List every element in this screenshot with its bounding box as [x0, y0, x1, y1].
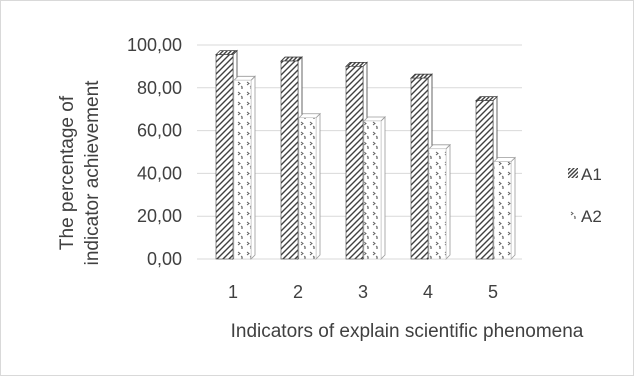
bar-a2-3	[363, 116, 386, 260]
bar-a2-4	[428, 143, 451, 260]
bar-top	[493, 157, 516, 163]
bar-front	[363, 120, 382, 260]
legend-label-a1: A1	[581, 165, 602, 184]
y-tick-label: 20,00	[137, 206, 182, 226]
x-tick-label: 4	[423, 282, 433, 302]
bar-top	[428, 144, 451, 150]
bar-top	[215, 50, 238, 56]
tick-labels: 0,00 20,00 40,00 60,00 80,00 100,00 1 2 3 4 5	[127, 35, 498, 302]
bar-side	[315, 112, 321, 260]
bar-front	[410, 77, 429, 260]
bar-side	[250, 75, 256, 260]
bar-top	[475, 96, 498, 102]
bar-side	[380, 116, 386, 260]
x-tick-label: 5	[488, 282, 498, 302]
bar-top	[345, 62, 368, 67]
legend-item-a1: A1	[568, 165, 602, 184]
bar-top	[298, 113, 321, 119]
bars	[215, 49, 516, 260]
bar-front	[215, 54, 234, 260]
bar-top	[410, 73, 433, 79]
bar-top	[233, 75, 256, 81]
x-tick-label: 1	[228, 282, 238, 302]
bar-a2-5	[493, 156, 516, 260]
legend-swatch-a1	[568, 168, 578, 178]
y-tick-label: 40,00	[137, 163, 182, 183]
y-axis-title-line-2: indicator achievement	[82, 80, 103, 266]
bar-a2-1	[233, 75, 256, 260]
bar-front	[233, 80, 252, 260]
legend: A1 A2	[568, 165, 602, 226]
y-axis-title-line-1: The percentage of	[57, 95, 78, 250]
y-tick-label: 60,00	[137, 121, 182, 141]
legend-label-a2: A2	[581, 207, 602, 226]
bar-front	[345, 66, 364, 260]
bar-side	[445, 143, 451, 260]
y-tick-label: 100,00	[127, 35, 182, 55]
x-axis-title: Indicators of explain scientific phenome…	[231, 321, 584, 342]
bar-top	[280, 56, 303, 62]
legend-swatch-a2	[568, 210, 578, 220]
x-tick-label: 2	[293, 282, 303, 302]
bar-front	[428, 148, 447, 260]
y-tick-label: 80,00	[137, 78, 182, 98]
bar-front	[475, 100, 494, 260]
bar-side	[510, 156, 516, 260]
x-tick-label: 3	[358, 282, 368, 302]
y-tick-label: 0,00	[147, 249, 182, 269]
bar-front	[493, 161, 512, 260]
bar-front	[280, 60, 299, 260]
bar-a2-2	[298, 112, 321, 260]
bar-front	[298, 117, 317, 260]
bar-top	[363, 116, 386, 122]
legend-item-a2: A2	[568, 207, 602, 226]
